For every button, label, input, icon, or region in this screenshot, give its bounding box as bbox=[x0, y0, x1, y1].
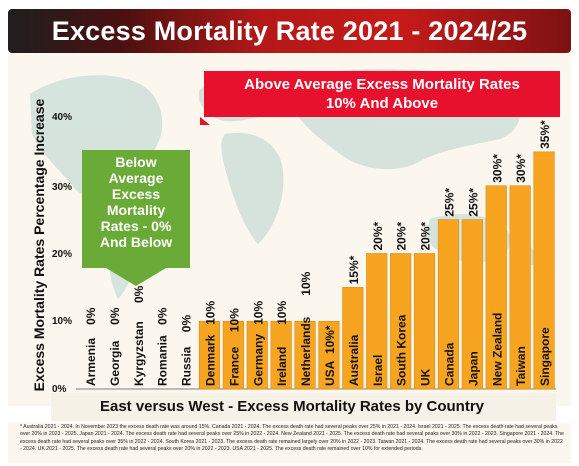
category-label: Romania bbox=[156, 335, 170, 386]
callout-line: Average bbox=[108, 170, 164, 186]
bar-uk bbox=[413, 253, 436, 390]
data-label: 10% bbox=[299, 271, 313, 295]
category-label: UK bbox=[419, 368, 433, 386]
y-tick-label: 0% bbox=[52, 384, 67, 395]
x-axis-label: East versus West - Excess Mortality Rate… bbox=[99, 398, 485, 415]
bar-germany bbox=[246, 320, 268, 390]
bar-new-zealand bbox=[485, 185, 507, 390]
data-label: 0% bbox=[132, 285, 146, 303]
data-label: 10% bbox=[251, 301, 265, 325]
below-average-callout-text: Below Average Excess Mortality Rates - 0… bbox=[82, 154, 190, 250]
category-label: Ireland bbox=[275, 347, 289, 386]
callout-line: Rates - 0% bbox=[100, 218, 172, 234]
bar-taiwan bbox=[509, 185, 531, 390]
callout-line: Mortality bbox=[106, 202, 166, 218]
category-label: Israel bbox=[371, 355, 385, 386]
footnote: * Australia 2021 - 2024. In November 202… bbox=[8, 423, 571, 463]
bar-canada bbox=[437, 219, 460, 390]
bar-france bbox=[222, 320, 244, 390]
above-average-callout-pointer bbox=[200, 117, 220, 125]
callout-line: And Below bbox=[99, 234, 173, 250]
category-label: Georgia bbox=[108, 340, 122, 386]
callout-line: Above Average Excess Mortality Rates bbox=[244, 76, 520, 93]
data-label: 10%* bbox=[323, 325, 337, 354]
data-label: 25%* bbox=[442, 188, 456, 217]
below-average-callout-arrow bbox=[106, 268, 166, 286]
data-label: 20%* bbox=[371, 221, 385, 250]
bar-denmark bbox=[198, 320, 221, 390]
category-label: Germany bbox=[251, 334, 265, 386]
bar-australia bbox=[342, 287, 364, 390]
callout-line: Below bbox=[115, 154, 157, 170]
y-tick-label: 30% bbox=[52, 182, 73, 193]
data-label: 0% bbox=[84, 307, 98, 325]
category-label: France bbox=[227, 346, 241, 386]
category-label: Netherlands bbox=[299, 316, 313, 386]
bar-japan bbox=[461, 219, 483, 390]
bar-singapore bbox=[533, 151, 555, 390]
above-average-callout bbox=[204, 71, 560, 117]
category-label: South Korea bbox=[395, 314, 409, 386]
y-tick-label: 40% bbox=[52, 112, 73, 123]
callout-line: 10% And Above bbox=[325, 95, 439, 112]
category-label: Canada bbox=[442, 342, 456, 386]
page-title: Excess Mortality Rate 2021 - 2024/25 bbox=[51, 16, 528, 46]
data-label: 10% bbox=[227, 308, 241, 332]
category-label: Singapore bbox=[538, 327, 552, 386]
data-label: 25%* bbox=[466, 188, 480, 217]
y-tick-label: 20% bbox=[52, 249, 73, 260]
y-tick-label: 10% bbox=[52, 316, 73, 327]
below-average-callout bbox=[82, 150, 190, 268]
category-label: Denmark bbox=[203, 334, 217, 386]
bar-ireland bbox=[270, 320, 292, 390]
category-label: Russia bbox=[180, 346, 194, 386]
data-label: 10% bbox=[203, 301, 217, 325]
data-label: 20%* bbox=[395, 221, 409, 250]
data-label: 0% bbox=[156, 307, 170, 325]
data-label: 0% bbox=[108, 307, 122, 325]
data-label: 35%* bbox=[538, 120, 552, 149]
data-label: 30%* bbox=[514, 154, 528, 183]
callout-line: Excess bbox=[111, 186, 161, 202]
bar-south-korea bbox=[390, 253, 412, 390]
data-label: 20%* bbox=[419, 221, 433, 250]
category-label: USA bbox=[323, 360, 337, 386]
above-average-callout-text: Above Average Excess Mortality Rates 10%… bbox=[204, 75, 560, 113]
data-label: 0% bbox=[180, 315, 194, 333]
category-label: Australia bbox=[347, 334, 361, 386]
bar-netherlands bbox=[294, 320, 316, 390]
category-label: New Zealand bbox=[490, 313, 504, 386]
category-label: Taiwan bbox=[514, 346, 528, 386]
category-label: Japan bbox=[466, 351, 480, 386]
x-axis-label-band bbox=[51, 393, 556, 421]
data-label: 10% bbox=[275, 301, 289, 325]
data-label: 15%* bbox=[347, 255, 361, 284]
title-banner: Excess Mortality Rate 2021 - 2024/25 bbox=[8, 9, 571, 53]
bar-israel bbox=[366, 253, 388, 390]
bar-usa bbox=[318, 320, 340, 390]
footnote-text: * Australia 2021 - 2024. In November 202… bbox=[20, 424, 564, 453]
category-label: Armenia bbox=[84, 338, 98, 386]
category-label: Kyrgyzstan bbox=[132, 321, 146, 386]
data-label: 30%* bbox=[490, 154, 504, 183]
